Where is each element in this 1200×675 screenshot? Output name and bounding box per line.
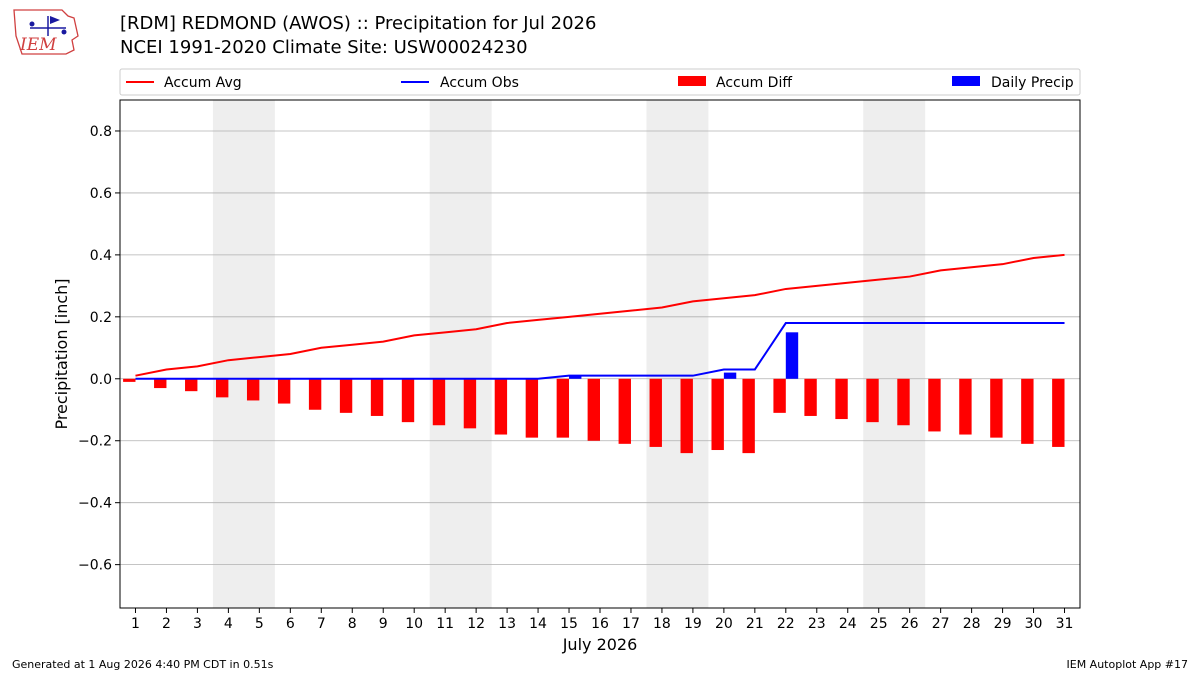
logo-text: IEM	[19, 35, 57, 55]
x-tick-label-28: 28	[963, 616, 981, 632]
legend-label-daily-precip: Daily Precip	[991, 75, 1074, 91]
y-tick-label-4: 0.2	[90, 310, 112, 326]
x-tick-label-3: 3	[193, 616, 202, 632]
y-tick-label-5: 0.4	[90, 248, 112, 264]
generated-timestamp: Generated at 1 Aug 2026 4:40 PM CDT in 0…	[12, 658, 274, 671]
accum-diff-bar-day-7	[308, 378, 322, 410]
x-tick-label-17: 17	[622, 616, 640, 632]
x-tick-label-23: 23	[808, 616, 826, 632]
accum-diff-bar-day-23	[804, 378, 817, 416]
accum-diff-bar-day-28	[959, 378, 972, 435]
iem-logo: IEM	[13, 9, 79, 55]
x-tick-label-12: 12	[467, 616, 485, 632]
legend: Accum Avg Accum Obs Accum Diff Daily Pre…	[119, 68, 1081, 96]
accum-diff-bar-day-27	[928, 378, 941, 432]
x-tick-label-8: 8	[348, 616, 357, 632]
legend-swatch-accum-diff	[678, 76, 706, 86]
chart-title: [RDM] REDMOND (AWOS) :: Precipitation fo…	[120, 13, 597, 34]
weekend-shade-4	[863, 100, 926, 608]
x-tick-label-15: 15	[560, 616, 578, 632]
daily-precip-bar-day-20	[723, 372, 737, 379]
x-tick-label-19: 19	[684, 616, 702, 632]
accum-diff-bar-day-16	[587, 378, 600, 441]
x-tick-label-21: 21	[746, 616, 764, 632]
chart-subtitle: NCEI 1991-2020 Climate Site: USW00024230	[120, 37, 528, 58]
accum-diff-bar-day-1	[123, 378, 136, 382]
x-tick-label-27: 27	[932, 616, 950, 632]
x-tick-label-6: 6	[286, 616, 295, 632]
x-tick-label-1: 1	[131, 616, 140, 632]
x-tick-label-18: 18	[653, 616, 671, 632]
x-tick-label-29: 29	[994, 616, 1012, 632]
accum-diff-bar-day-11	[432, 378, 446, 426]
x-tick-label-11: 11	[436, 616, 454, 632]
x-tick-label-25: 25	[870, 616, 888, 632]
accum-diff-bar-day-3	[185, 378, 198, 392]
legend-swatch-daily-precip	[952, 76, 980, 86]
accum-diff-bar-day-24	[835, 378, 848, 420]
accum-diff-bar-day-13	[494, 378, 508, 435]
accum-diff-bar-day-12	[463, 378, 477, 429]
accum-diff-bar-day-21	[742, 378, 755, 454]
y-tick-label-3: 0.0	[90, 372, 112, 388]
accum-diff-bar-day-17	[618, 378, 631, 444]
accum-diff-bar-day-5	[246, 378, 260, 401]
x-tick-label-26: 26	[901, 616, 919, 632]
accum-diff-bar-day-30	[1021, 378, 1034, 444]
accum-diff-bar-day-19	[680, 378, 693, 454]
weekend-shade-2	[429, 100, 492, 608]
x-tick-label-20: 20	[715, 616, 733, 632]
daily-precip-bar-day-15	[569, 375, 582, 379]
accum-diff-bar-day-22	[773, 378, 786, 413]
x-tick-label-31: 31	[1056, 616, 1074, 632]
x-tick-label-4: 4	[224, 616, 233, 632]
y-tick-label-1: −0.4	[78, 496, 112, 512]
x-tick-label-30: 30	[1025, 616, 1043, 632]
accum-diff-bar-day-29	[990, 378, 1003, 438]
weekend-shade-1	[212, 100, 275, 608]
y-tick-label-6: 0.6	[90, 186, 112, 202]
x-axis-label: July 2026	[562, 635, 638, 654]
x-tick-label-10: 10	[405, 616, 423, 632]
accum-diff-bar-day-2	[154, 378, 167, 389]
accum-diff-bar-day-9	[370, 378, 384, 416]
accum-diff-bar-day-10	[401, 378, 415, 423]
x-tick-label-16: 16	[591, 616, 609, 632]
x-tick-label-7: 7	[317, 616, 326, 632]
accum-obs-line	[135, 322, 1065, 380]
accum-avg-line	[135, 253, 1065, 377]
accum-diff-bar-day-6	[277, 378, 291, 404]
x-tick-label-24: 24	[839, 616, 857, 632]
accum-diff-bar-day-18	[649, 378, 662, 447]
y-tick-label-2: −0.2	[78, 434, 112, 450]
accum-diff-bar-day-15	[556, 378, 570, 438]
x-tick-label-22: 22	[777, 616, 795, 632]
accum-diff-bar-day-26	[897, 378, 910, 426]
x-tick-label-2: 2	[162, 616, 171, 632]
accum-diff-bar-day-25	[866, 378, 879, 423]
accum-diff-bar-day-8	[339, 378, 353, 413]
accum-diff-bar-day-31	[1052, 378, 1065, 447]
daily-precip-bar-day-22	[785, 332, 799, 379]
app-credit: IEM Autoplot App #17	[1066, 658, 1189, 671]
accum-diff-bar-day-4	[216, 378, 229, 398]
x-tick-label-5: 5	[255, 616, 264, 632]
legend-box	[119, 68, 1081, 96]
weekend-shade-3	[646, 100, 709, 608]
legend-label-accum-avg: Accum Avg	[164, 75, 242, 91]
x-tick-label-14: 14	[529, 616, 547, 632]
legend-label-accum-obs: Accum Obs	[440, 75, 519, 91]
y-axis-label: Precipitation [inch]	[52, 278, 71, 429]
legend-label-accum-diff: Accum Diff	[716, 75, 792, 91]
y-tick-label-7: 0.8	[90, 124, 112, 140]
x-tick-label-9: 9	[379, 616, 388, 632]
accum-diff-bar-day-20	[711, 378, 724, 451]
x-tick-label-13: 13	[498, 616, 516, 632]
accum-diff-bar-day-14	[525, 378, 539, 438]
y-tick-label-0: −0.6	[78, 558, 112, 574]
